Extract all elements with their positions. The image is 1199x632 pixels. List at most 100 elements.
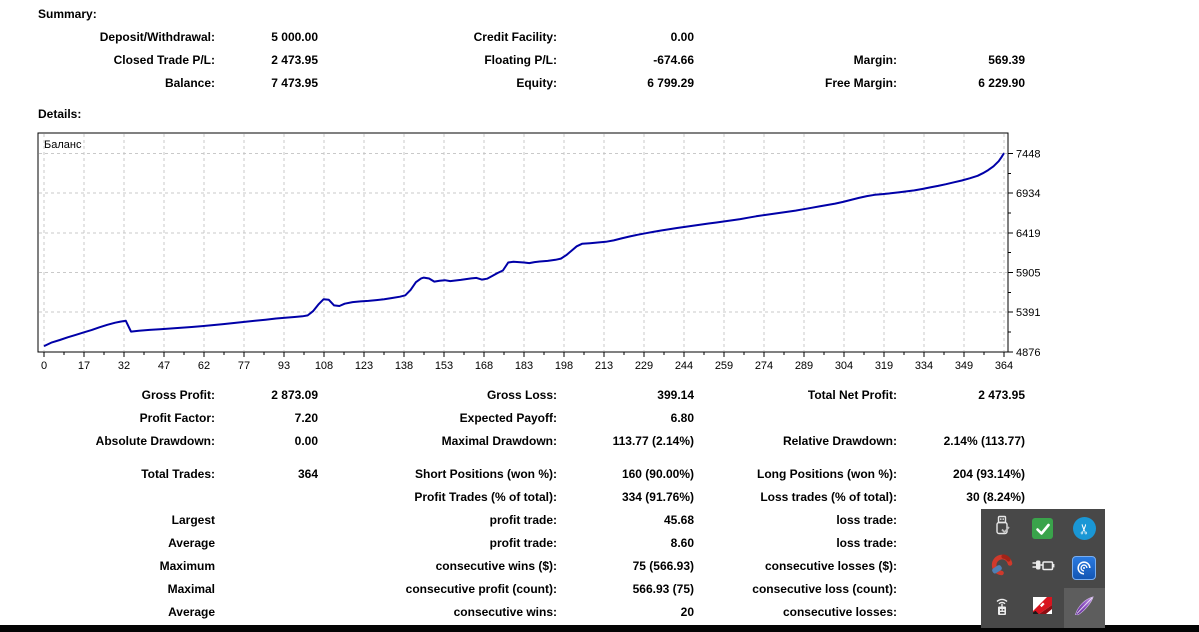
row-label: Balance: [164,76,215,90]
row-value: 75 (566.93) [632,559,694,573]
svg-text:32: 32 [118,360,130,372]
row-label: Deposit/Withdrawal: [99,30,215,44]
tray-item-kaspersky[interactable] [1022,588,1063,628]
row-value: -674.66 [653,53,694,67]
row-value: 20 [680,605,694,619]
row-label: loss trade: [836,536,897,550]
row-label: profit trade: [489,536,557,550]
svg-text:213: 213 [595,360,613,372]
feather-icon [1071,593,1097,624]
svg-text:183: 183 [515,360,533,372]
row-label: Profit Factor: [139,411,215,425]
taskbar-edge[interactable] [0,625,1199,632]
row-label: Credit Facility: [473,30,557,44]
row-label: Maximal [167,582,215,596]
details-extremes-table: Largest profit trade: 45.68 loss trade: Ave… [0,509,1025,624]
svg-text:108: 108 [315,360,333,372]
row-value [215,486,318,509]
svg-text:138: 138 [395,360,413,372]
row-label: consecutive loss (count): [752,582,897,596]
usb-drive-icon [990,514,1014,543]
row-label [0,486,215,509]
svg-text:289: 289 [795,360,813,372]
row-label: Absolute Drawdown: [95,434,215,448]
row-value [215,555,318,578]
svg-text:0: 0 [41,360,47,372]
tray-item-spiral[interactable] [1064,549,1105,589]
svg-text:153: 153 [435,360,453,372]
row-value: 2 473.95 [271,53,318,67]
row-value [215,532,318,555]
row-label: loss trade: [836,513,897,527]
tray-item-scissors[interactable]: ✂ [1064,509,1105,549]
row-value: 7 473.95 [271,76,318,90]
row-label: consecutive profit (count): [405,582,557,596]
summary-row: Closed Trade P/L: 2 473.95 Floating P/L: -6… [0,49,1025,72]
svg-text:244: 244 [675,360,693,372]
svg-text:62: 62 [198,360,210,372]
row-value: 569.39 [988,53,1025,67]
row-value: 204 (93.14%) [952,467,1025,481]
row-value: 5 000.00 [271,30,318,44]
tray-item-feather[interactable] [1063,588,1105,628]
row-label: Short Positions (won %): [415,467,557,481]
tray-item-power[interactable] [1022,549,1063,589]
row-value: 364 [297,467,318,481]
power-plug-icon [1030,553,1056,584]
details-row: Maximum consecutive wins ($): 75 (566.93) c… [0,555,1025,578]
spiral-icon [1072,556,1097,581]
svg-text:Баланс: Баланс [44,139,82,151]
details-row: Profit Trades (% of total): 334 (91.76%) L… [0,486,1025,509]
details-row: Maximal consecutive profit (count): 566.93… [0,578,1025,601]
scissors-icon: ✂ [1072,517,1096,541]
row-label: profit trade: [489,513,557,527]
row-label: Relative Drawdown: [782,434,897,448]
tray-item-status-ok[interactable] [1022,509,1063,549]
svg-text:259: 259 [715,360,733,372]
row-label: Loss trades (% of total): [760,490,897,504]
row-label: consecutive wins ($): [435,559,557,573]
summary-table: Deposit/Withdrawal: 5 000.00 Credit Facili… [0,26,1025,95]
svg-text:334: 334 [915,360,933,372]
row-label: Average [168,536,215,550]
tray-item-rf-remote[interactable] [981,588,1022,628]
summary-row: Deposit/Withdrawal: 5 000.00 Credit Facili… [0,26,1025,49]
row-label: Total Trades: [141,467,215,481]
row-value: 399.14 [657,388,694,402]
details-row: Total Trades: 364 Short Positions (won %):… [0,463,1025,486]
svg-text:47: 47 [158,360,170,372]
row-value: 0.00 [670,30,694,44]
row-label: Gross Loss: [486,388,557,402]
details-row: Average consecutive wins: 20 consecutive lo… [0,601,1025,624]
tray-item-ccleaner[interactable] [981,549,1022,589]
svg-text:6934: 6934 [1016,188,1040,200]
row-value: 6 799.29 [647,76,694,90]
row-label: Equity: [516,76,557,90]
row-value: 2 473.95 [978,388,1025,402]
summary-heading: Summary: [38,7,97,21]
row-label: Margin: [853,53,897,67]
row-value [215,509,318,532]
row-label: Expected Payoff: [459,411,557,425]
summary-row: Balance: 7 473.95 Equity: 6 799.29 Free Marg… [0,72,1025,95]
details-row: Profit Factor: 7.20 Expected Payoff: 6.80 [0,407,1025,430]
tray-item-usb[interactable] [981,509,1022,549]
row-label: Maximal Drawdown: [441,434,557,448]
row-label: consecutive wins: [453,605,557,619]
row-value: 160 (90.00%) [621,467,694,481]
row-label: Free Margin: [824,76,897,90]
row-value: 2.14% (113.77) [943,434,1025,448]
row-label: Largest [171,513,215,527]
details-row: Gross Profit: 2 873.09 Gross Loss: 399.14 To… [0,384,1025,407]
details-profit-table: Gross Profit: 2 873.09 Gross Loss: 399.14 To… [0,384,1025,453]
row-label: Profit Trades (% of total): [414,490,557,504]
row-value: 334 (91.76%) [621,490,694,504]
row-value [897,407,1025,430]
row-value [897,26,1025,49]
details-row: Absolute Drawdown: 0.00 Maximal Drawdown: 1… [0,430,1025,453]
svg-text:198: 198 [555,360,573,372]
svg-text:364: 364 [995,360,1013,372]
details-row: Average profit trade: 8.60 loss trade: [0,532,1025,555]
system-tray-popup: ✂ [981,509,1105,628]
row-value [215,601,318,624]
